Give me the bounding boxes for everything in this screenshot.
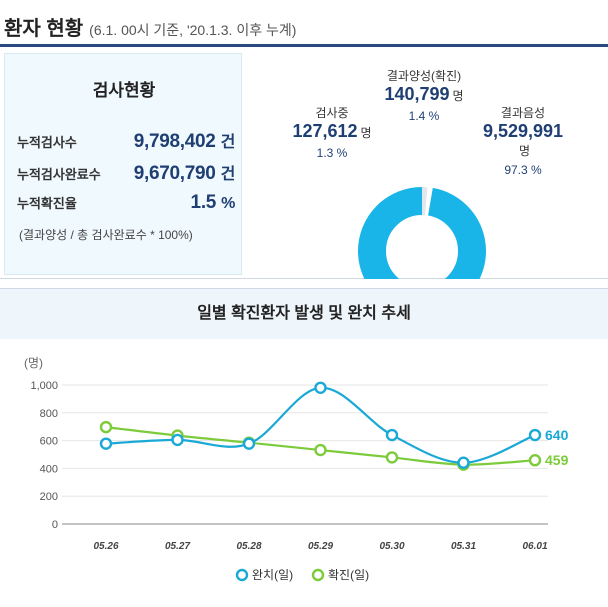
data-point <box>457 456 470 469</box>
stat-label: 누적검사수 <box>17 135 77 150</box>
x-tick-label: 05.27 <box>165 541 190 552</box>
x-tick-label: 05.31 <box>451 541 476 552</box>
data-point <box>314 443 327 457</box>
legend-marker <box>311 568 325 582</box>
trend-panel: 일별 확진환자 발생 및 완치 추세 (명) 0 200 400 600 800 1,000… <box>0 288 608 607</box>
donut-slice-negative <box>358 187 486 279</box>
stat-label: 누적검사완료수 <box>17 167 101 182</box>
stat-value: 9,798,402 건 <box>133 131 236 152</box>
y-tick-label: 0 <box>52 519 58 531</box>
data-point <box>385 428 399 442</box>
donut-label-testing: 검사중 127,612 명 1.3 % <box>292 106 372 160</box>
stat-total-tests: 누적검사수 9,798,402 건 <box>17 128 235 153</box>
chart-title: 일별 확진환자 발생 및 완치 추세 <box>0 289 608 339</box>
stat-completed-tests: 누적검사완료수 9,670,790 건 <box>17 160 235 185</box>
y-tick-label: 600 <box>40 436 58 448</box>
page-subtitle: (6.1. 00시 기준, '20.1.3. 이후 누계) <box>89 22 297 38</box>
y-tick-label: 400 <box>40 463 58 475</box>
end-value-label: 640 <box>545 427 569 443</box>
y-tick-label: 1,000 <box>30 380 58 392</box>
page-header: 환자 현황 (6.1. 00시 기준, '20.1.3. 이후 누계) <box>0 0 608 44</box>
data-point <box>99 437 113 450</box>
donut-chart <box>358 187 486 279</box>
data-point <box>242 437 256 450</box>
x-tick-label: 05.28 <box>236 541 261 552</box>
legend-marker <box>235 568 249 582</box>
data-point <box>314 381 327 394</box>
legend-label: 확진(일) <box>328 568 369 582</box>
page-title: 환자 현황 <box>4 18 84 40</box>
test-status-box: 검사현황 누적검사수 9,798,402 건 누적검사완료수 9,670,790 건… <box>4 53 242 275</box>
y-tick-label: 200 <box>40 491 58 503</box>
header-divider <box>0 44 608 47</box>
x-tick-label: 06.01 <box>522 541 547 552</box>
data-point <box>171 433 184 447</box>
summary-panel: 검사현황 누적검사수 9,798,402 건 누적검사완료수 9,670,790 건… <box>0 47 608 279</box>
y-axis-label: (명) <box>24 356 43 370</box>
donut-label-positive: 결과양성(확진) 140,799 명 1.4 % <box>384 69 464 123</box>
donut-label-negative: 결과음성 9,529,991 명 97.3 % <box>482 106 564 177</box>
data-point <box>528 453 542 467</box>
legend-label: 완치(일) <box>252 568 293 582</box>
line-chart: (명) 0 200 400 600 800 1,000 05.26 05.27 05.28 05.2… <box>24 356 569 582</box>
stat-label: 누적확진율 <box>17 196 77 211</box>
test-status-heading: 검사현황 <box>92 81 156 100</box>
data-point <box>385 451 399 464</box>
x-tick-label: 05.26 <box>93 541 118 552</box>
data-point <box>99 420 113 434</box>
x-tick-label: 05.30 <box>379 541 404 552</box>
stat-value: 1.5% <box>190 192 236 213</box>
stat-value: 9,670,790 건 <box>133 163 236 184</box>
end-value-label: 459 <box>545 452 569 468</box>
stat-positive-rate: 누적확진율 1.5% <box>17 192 235 214</box>
x-tick-label: 05.29 <box>308 541 333 552</box>
test-result-donut: 결과양성(확진) 140,799 명 1.4 % 검사중 127,612 명 1.3… <box>246 47 608 279</box>
positive-rate-note: (결과양성 / 총 검사완료수 * 100%) <box>19 228 193 242</box>
data-point <box>528 428 542 442</box>
y-tick-label: 800 <box>40 408 58 420</box>
